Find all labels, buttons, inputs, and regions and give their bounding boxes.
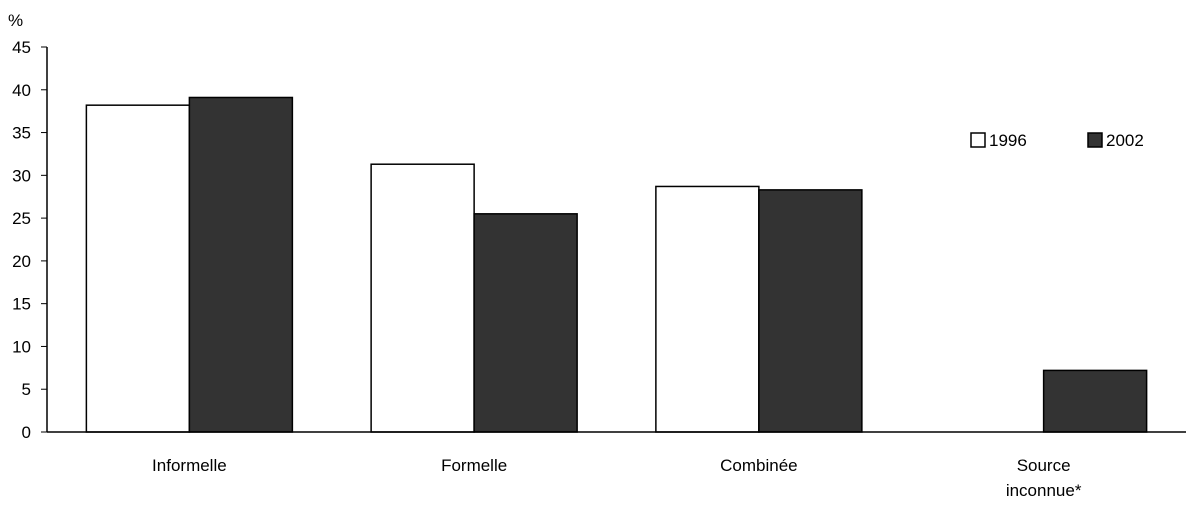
y-tick-label: 0 (22, 423, 31, 442)
y-tick-label: 15 (12, 295, 31, 314)
y-tick-label: 5 (22, 380, 31, 399)
y-axis-unit-label: % (8, 11, 23, 30)
bar-2002-1 (473, 213, 578, 433)
y-tick-label: 25 (12, 209, 31, 228)
y-tick-label: 30 (12, 166, 31, 185)
y-tick-label: 20 (12, 252, 31, 271)
bar-1996-1 (370, 163, 475, 433)
legend-label: 1996 (989, 131, 1027, 150)
y-axis-ticks: 0 5 10 15 20 25 30 35 40 45 (12, 38, 47, 442)
legend-swatch-1996 (970, 132, 986, 148)
axes (46, 47, 1186, 433)
category-label: Formelle (441, 456, 507, 475)
bars (85, 96, 1148, 433)
legend-label: 2002 (1106, 131, 1144, 150)
bar-2002-0 (188, 96, 294, 433)
category-label: Source (1017, 456, 1071, 475)
category-label: Informelle (152, 456, 227, 475)
legend: 1996 2002 (970, 131, 1144, 150)
y-tick-label: 10 (12, 337, 31, 356)
bar-2002-2 (758, 189, 863, 433)
category-label: Combinée (720, 456, 798, 475)
legend-swatch-2002 (1087, 132, 1103, 148)
bar-2002-3 (1042, 369, 1148, 433)
category-label: inconnue* (1006, 481, 1082, 500)
y-tick-label: 45 (12, 38, 31, 57)
y-tick-label: 35 (12, 124, 31, 143)
bar-1996-0 (85, 104, 191, 433)
bar-1996-2 (655, 185, 760, 433)
category-labels: Informelle Formelle Combinée Source inconnue… (152, 456, 1082, 500)
y-tick-label: 40 (12, 81, 31, 100)
